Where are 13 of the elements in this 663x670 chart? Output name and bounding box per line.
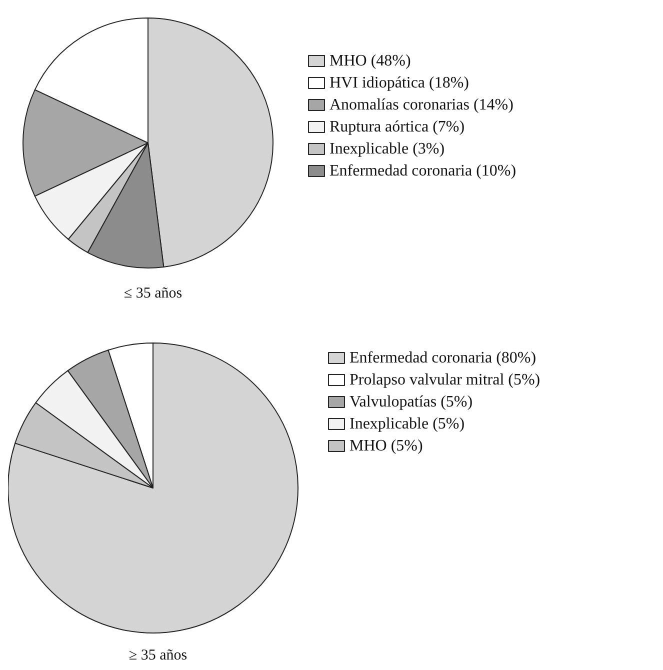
legend-label: MHO (5%) xyxy=(350,438,423,454)
legend-label: Enfermedad coronaria (80%) xyxy=(350,350,536,366)
legend-label: Inexplicable (5%) xyxy=(350,416,465,432)
legend-label: Prolapso valvular mitral (5%) xyxy=(350,372,540,388)
text: ≤ 35 años xyxy=(124,286,182,302)
legend-label: Enfermedad coronaria (10%) xyxy=(330,162,516,180)
legend-label: MHO (48%) xyxy=(330,52,411,70)
legend-label: Inexplicable (3%) xyxy=(330,140,445,158)
legend-label: HVI idiopática (18%) xyxy=(330,74,470,92)
legend-label: Valvulopatías (5%) xyxy=(350,394,473,410)
legend-label: Ruptura aórtica (7%) xyxy=(330,118,465,136)
legend-label: Anomalías coronarias (14%) xyxy=(330,96,514,114)
text: ≥ 35 años xyxy=(128,648,188,664)
